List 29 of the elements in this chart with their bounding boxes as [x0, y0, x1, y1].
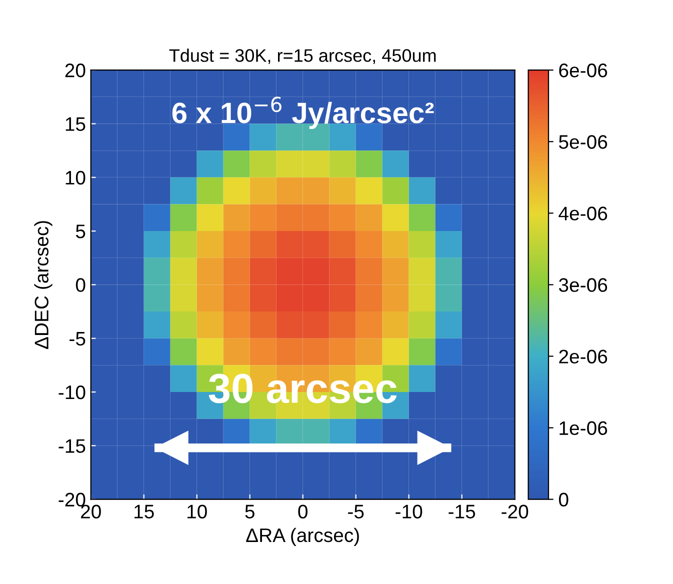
x-tick-label: 5 [245, 504, 254, 518]
y-axis-title: ΔDEC (arcsec) [34, 221, 52, 349]
y-tick-label: 20 [65, 64, 86, 78]
x-tick-label: 15 [134, 504, 154, 518]
y-tick-label: 10 [66, 170, 86, 185]
y-tick-label: 5 [76, 224, 86, 238]
x-axis-title: ΔRA (arcsec) [246, 528, 359, 546]
y-tick-label: -20 [58, 492, 86, 507]
color-bar-label: 1e-06 [560, 421, 608, 436]
y-tick-label: -5 [70, 332, 86, 346]
annotation: 6 x 10$^{−6}$ Jy/arcsec² [172, 96, 434, 130]
color-bar-label: 6e-06 [559, 64, 608, 78]
color-bar-label: 3e-06 [558, 278, 608, 292]
x-tick-label: 10 [188, 504, 207, 518]
chart-title: Tdust = 30K, r=15 arcsec, 450um [169, 48, 436, 64]
color-bar-label: 0 [558, 492, 568, 507]
y-tick-label: 0 [76, 278, 86, 292]
x-tick-label: -20 [502, 504, 528, 518]
color-bar-label: 2e-06 [559, 350, 608, 364]
annotation: 30 arcsec [208, 374, 397, 404]
x-tick-label: 0 [298, 504, 308, 518]
x-tick-label: -10 [396, 504, 422, 518]
color-bar-label: 5e-06 [558, 135, 608, 149]
x-tick-label: -15 [448, 504, 476, 518]
y-tick-label: -10 [58, 385, 86, 400]
y-tick-label: -15 [58, 439, 86, 453]
color-bar-label: 4e-06 [558, 206, 608, 220]
y-tick-label: 15 [66, 117, 86, 131]
x-tick-label: -5 [348, 504, 364, 518]
